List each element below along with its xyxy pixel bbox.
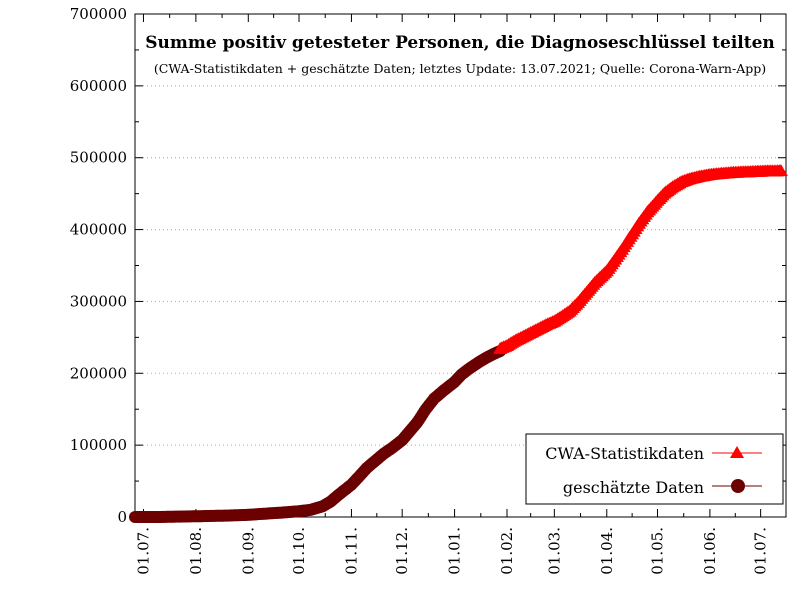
x-tick-label: 01.03. [545,527,563,575]
y-tick-label: 600000 [70,77,127,95]
y-tick-label: 700000 [70,5,127,23]
series-layer [129,164,788,523]
x-tick-label: 01.04. [598,527,616,575]
y-tick-label: 300000 [70,292,127,310]
chart-subtitle: (CWA-Statistikdaten + geschätzte Daten; … [154,61,766,76]
title-background [140,28,780,82]
legend-marker-circle [731,479,745,493]
y-tick-label: 100000 [70,436,127,454]
legend-label-estimated: geschätzte Daten [563,478,704,497]
legend-marker-triangle [730,446,744,458]
y-tick-label: 0 [117,508,127,526]
legend: CWA-Statistikdaten geschätzte Daten [525,433,784,505]
x-axis: 01.07. 01.08. 01.09. 01.10. 01.11. 01.12. 01.0… [134,14,770,575]
y-tick-label: 200000 [70,364,127,382]
x-tick-label: 01.07. [134,527,152,575]
x-tick-label: 01.07. [752,527,770,575]
grid-layer [135,85,786,446]
x-tick-label: 01.11. [342,527,360,575]
data-point-cwa [773,164,788,176]
legend-label-cwa: CWA-Statistikdaten [545,444,704,463]
x-tick-label: 01.08. [187,527,205,575]
chart-title: Summe positiv getesteter Personen, die D… [145,33,775,53]
y-axis: 0 100000 200000 300000 400000 500000 600000 700… [70,5,786,526]
x-tick-label: 01.01. [446,527,464,575]
x-tick-label: 01.10. [290,527,308,575]
x-tick-label: 01.12. [393,527,411,575]
y-tick-label: 500000 [70,149,127,167]
x-tick-label: 01.09. [239,527,257,575]
series-line [135,350,501,518]
y-tick-label: 400000 [70,221,127,239]
x-tick-label: 01.05. [648,527,666,575]
x-tick-label: 01.02. [498,527,516,575]
x-tick-label: 01.06. [701,527,719,575]
